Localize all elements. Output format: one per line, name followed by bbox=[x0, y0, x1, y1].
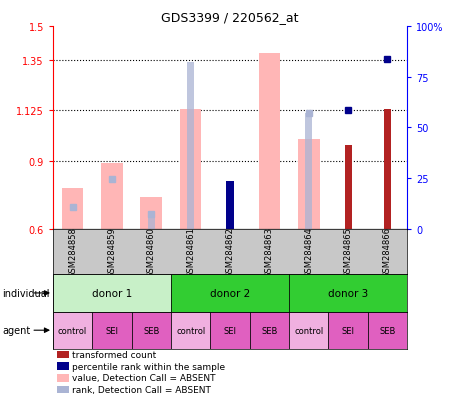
Text: transformed count: transformed count bbox=[72, 350, 156, 359]
Bar bbox=[210, 312, 249, 349]
Bar bbox=[258, 54, 280, 229]
Text: donor 2: donor 2 bbox=[209, 288, 250, 298]
Text: GSM284861: GSM284861 bbox=[186, 227, 195, 277]
Bar bbox=[297, 139, 319, 229]
Text: GSM284858: GSM284858 bbox=[68, 227, 77, 277]
Text: SEI: SEI bbox=[223, 326, 236, 335]
Bar bbox=[101, 164, 123, 229]
Text: GSM284862: GSM284862 bbox=[225, 227, 234, 277]
Text: SEB: SEB bbox=[378, 326, 395, 335]
Bar bbox=[226, 187, 233, 229]
Bar bbox=[53, 312, 92, 349]
Bar bbox=[344, 146, 351, 229]
Text: control: control bbox=[176, 326, 205, 335]
Text: GSM284863: GSM284863 bbox=[264, 226, 273, 278]
Text: GSM284859: GSM284859 bbox=[107, 227, 116, 277]
Text: SEB: SEB bbox=[261, 326, 277, 335]
Text: agent: agent bbox=[2, 325, 30, 335]
Bar bbox=[383, 110, 390, 229]
Text: value, Detection Call = ABSENT: value, Detection Call = ABSENT bbox=[72, 373, 215, 382]
Bar bbox=[53, 275, 171, 312]
Bar bbox=[147, 214, 155, 229]
Text: GSM284864: GSM284864 bbox=[303, 227, 313, 277]
Bar bbox=[288, 312, 328, 349]
Bar bbox=[304, 114, 312, 229]
Text: percentile rank within the sample: percentile rank within the sample bbox=[72, 362, 225, 371]
Text: SEB: SEB bbox=[143, 326, 159, 335]
Text: GSM284860: GSM284860 bbox=[146, 227, 156, 277]
Text: control: control bbox=[58, 326, 87, 335]
Bar bbox=[367, 312, 406, 349]
Text: individual: individual bbox=[2, 288, 50, 298]
Text: rank, Detection Call = ABSENT: rank, Detection Call = ABSENT bbox=[72, 385, 211, 394]
Text: donor 3: donor 3 bbox=[327, 288, 367, 298]
Bar bbox=[171, 275, 288, 312]
Bar bbox=[131, 312, 171, 349]
Title: GDS3399 / 220562_at: GDS3399 / 220562_at bbox=[161, 11, 298, 24]
Text: SEI: SEI bbox=[341, 326, 354, 335]
Text: GSM284866: GSM284866 bbox=[382, 226, 391, 278]
Bar bbox=[179, 110, 201, 229]
Bar bbox=[328, 312, 367, 349]
Bar bbox=[226, 182, 233, 229]
Text: SEI: SEI bbox=[105, 326, 118, 335]
Bar bbox=[187, 63, 194, 229]
Bar bbox=[288, 275, 406, 312]
Text: control: control bbox=[293, 326, 323, 335]
Text: donor 1: donor 1 bbox=[92, 288, 132, 298]
Bar bbox=[62, 189, 83, 229]
Bar bbox=[171, 312, 210, 349]
Bar bbox=[140, 198, 162, 229]
Bar bbox=[249, 312, 288, 349]
Text: GSM284865: GSM284865 bbox=[343, 227, 352, 277]
Bar bbox=[92, 312, 131, 349]
